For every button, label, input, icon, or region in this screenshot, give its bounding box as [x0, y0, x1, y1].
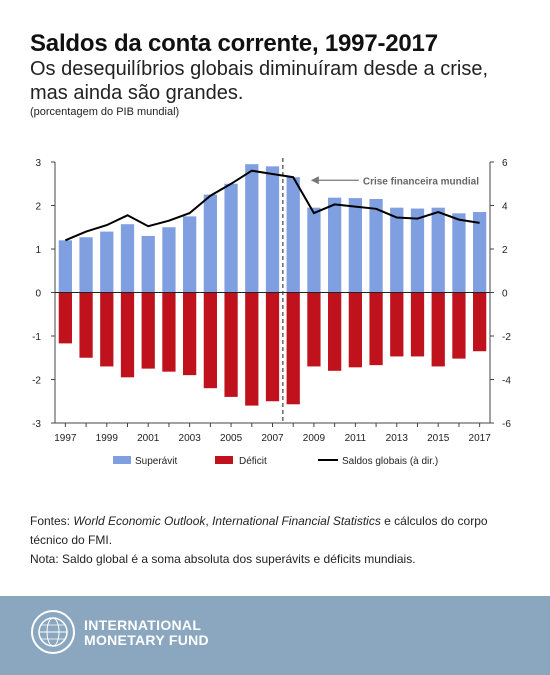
surplus-bar: [141, 235, 155, 293]
left-axis-tick-label: -2: [32, 376, 41, 387]
imf-name-line1: INTERNATIONAL: [84, 617, 202, 633]
x-axis-tick-label: 2003: [179, 433, 202, 444]
x-axis-tick-label: 1999: [96, 433, 119, 444]
surplus-bar: [100, 231, 114, 293]
surplus-bar: [265, 166, 280, 293]
left-axis-tick-label: 2: [35, 202, 41, 213]
left-axis-tick-label: 3: [35, 158, 41, 169]
surplus-bar: [286, 177, 300, 293]
deficit-bar: [183, 292, 197, 376]
x-axis-tick-label: 2011: [345, 433, 367, 444]
x-axis-tick-label: 2005: [220, 433, 243, 444]
right-axis-tick-label: 0: [502, 289, 508, 300]
right-axis-tick-label: 6: [502, 158, 508, 169]
imf-seal-icon: [31, 610, 75, 654]
imf-name-line2: MONETARY FUND: [84, 632, 209, 648]
left-axis-tick-label: 0: [35, 289, 41, 300]
source-weo: World Economic Outlook: [73, 514, 206, 528]
unit-note: (porcentagem do PIB mundial): [30, 106, 180, 118]
global-balance-line: [65, 169, 480, 242]
chart-subtitle: Os desequilíbrios globais diminuíram des…: [30, 58, 488, 104]
deficit-bar: [410, 292, 425, 357]
deficit-bar: [328, 292, 342, 371]
surplus-bar: [369, 198, 383, 293]
surplus-bar: [452, 213, 466, 293]
left-axis-tick-label: 1: [35, 245, 41, 256]
sources-note: Fontes: World Economic Outlook, Internat…: [30, 512, 520, 569]
surplus-bar: [183, 216, 197, 293]
surplus-bar: [162, 227, 176, 293]
deficit-bar: [141, 292, 155, 369]
right-axis-tick-label: 2: [502, 245, 508, 256]
deficit-bar: [224, 292, 238, 397]
deficit-bar: [286, 292, 300, 405]
surplus-bar: [120, 224, 135, 293]
deficit-bar: [348, 292, 362, 368]
surplus-bar: [410, 208, 425, 293]
legend-line-label: Saldos globais (à dir.): [342, 456, 438, 467]
sources-line: Fontes: World Economic Outlook, Internat…: [30, 512, 520, 550]
imf-footer: INTERNATIONAL MONETARY FUND: [0, 596, 550, 675]
surplus-bar: [245, 164, 259, 293]
deficit-bar: [203, 292, 217, 389]
surplus-bar: [473, 212, 487, 293]
source-ifs: International Financial Statistics: [212, 514, 381, 528]
legend-deficit-swatch: [215, 456, 233, 464]
surplus-bar: [431, 207, 445, 293]
chart-title: Saldos da conta corrente, 1997-2017: [30, 30, 438, 57]
surplus-bar: [307, 207, 321, 293]
surplus-bar: [390, 207, 404, 293]
x-axis-tick-label: 2009: [303, 433, 326, 444]
deficit-bar: [390, 292, 404, 357]
x-axis-tick-label: 2013: [386, 433, 409, 444]
deficit-bar: [431, 292, 445, 367]
deficit-bar: [58, 292, 72, 344]
sources-sep: ,: [205, 514, 213, 528]
right-axis-tick-label: -2: [502, 332, 511, 343]
deficit-bar: [265, 292, 280, 402]
deficit-bar: [100, 292, 114, 367]
deficit-bar: [307, 292, 321, 367]
surplus-bar: [58, 240, 72, 293]
right-axis-tick-label: -6: [502, 419, 511, 430]
imf-wordmark: INTERNATIONAL MONETARY FUND: [84, 618, 209, 648]
legend-surplus-label: Superávit: [135, 456, 177, 467]
surplus-bar: [224, 183, 238, 293]
sources-prefix: Fontes:: [30, 514, 74, 528]
legend-surplus-swatch: [113, 456, 131, 464]
left-axis-tick-label: -3: [32, 419, 41, 430]
surplus-bar: [79, 237, 93, 293]
deficit-bar: [452, 292, 466, 359]
sources-rest: e cálculos do corpo técnico do FMI.: [30, 514, 488, 547]
x-axis-tick-label: 2015: [427, 433, 450, 444]
note-line: Nota: Saldo global é a soma absoluta dos…: [30, 552, 416, 566]
current-account-chart: -3 -2 -1 0 1 2 3 -6 -4 -2 0 2 4 6 1997 1999 2001 2003 2005…: [32, 158, 511, 467]
deficit-bar: [162, 292, 176, 372]
crisis-arrow-head: [310, 176, 319, 185]
deficit-bar: [473, 292, 487, 352]
legend-deficit-label: Déficit: [239, 456, 267, 467]
surplus-bar: [328, 197, 342, 293]
deficit-bar: [79, 292, 93, 358]
crisis-annotation-label: Crise financeira mundial: [363, 176, 479, 187]
right-axis-tick-label: -4: [502, 376, 511, 387]
surplus-bar: [203, 194, 217, 293]
x-axis-tick-label: 1997: [54, 433, 77, 444]
deficit-bar: [369, 292, 383, 366]
x-axis-tick-label: 2007: [261, 433, 284, 444]
deficit-bar: [120, 292, 135, 378]
right-axis-tick-label: 4: [502, 202, 508, 213]
surplus-bar: [348, 198, 362, 293]
x-axis-tick-label: 2017: [469, 433, 492, 444]
x-axis-tick-label: 2001: [137, 433, 160, 444]
deficit-bar: [245, 292, 259, 406]
left-axis-tick-label: -1: [32, 332, 41, 343]
